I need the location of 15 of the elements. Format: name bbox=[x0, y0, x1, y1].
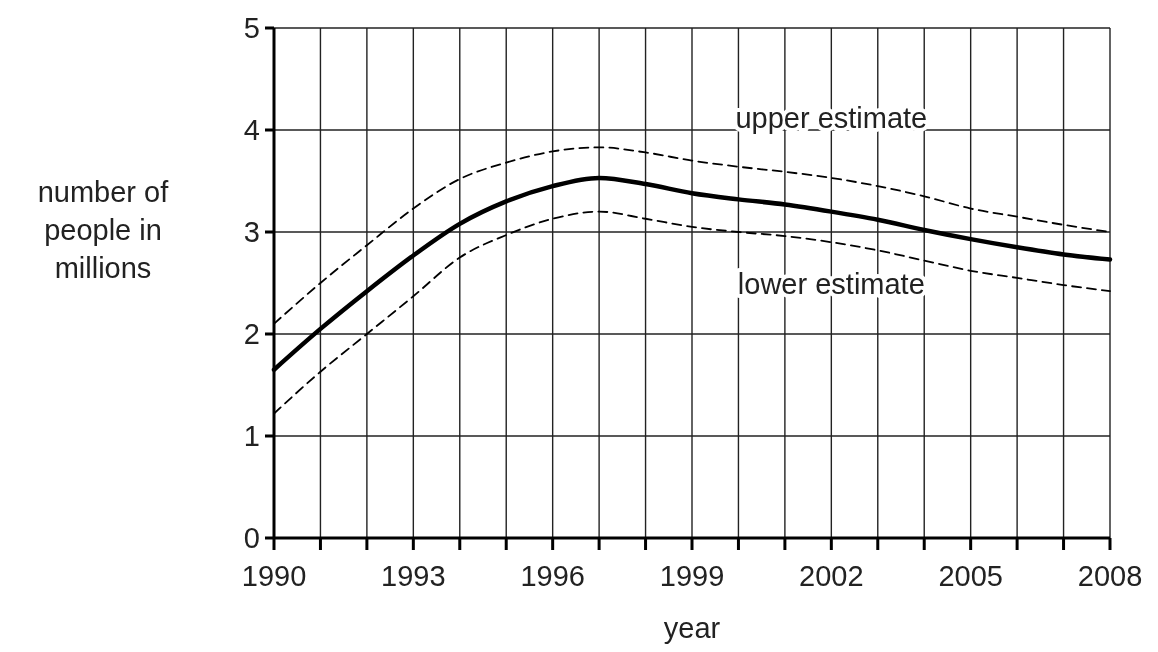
y-tick-label: 5 bbox=[243, 12, 260, 44]
x-tick-label: 1999 bbox=[659, 560, 725, 592]
x-tick-label: 1996 bbox=[520, 560, 585, 592]
x-tick-label: 1990 bbox=[241, 560, 307, 592]
x-tick-label: 2002 bbox=[799, 560, 864, 592]
x-tick-label: 2005 bbox=[938, 560, 1003, 592]
y-tick-label: 2 bbox=[243, 318, 260, 350]
y-axis-title: number of people in millions bbox=[37, 176, 170, 284]
x-axis-title: year bbox=[663, 612, 721, 644]
y-tick-label: 4 bbox=[243, 114, 260, 146]
x-tick-label: 1993 bbox=[381, 560, 446, 592]
y-tick-label: 3 bbox=[243, 216, 260, 248]
y-tick-label: 0 bbox=[243, 522, 260, 554]
y-tick-label: 1 bbox=[243, 420, 260, 452]
x-tick-label: 2008 bbox=[1077, 560, 1143, 592]
